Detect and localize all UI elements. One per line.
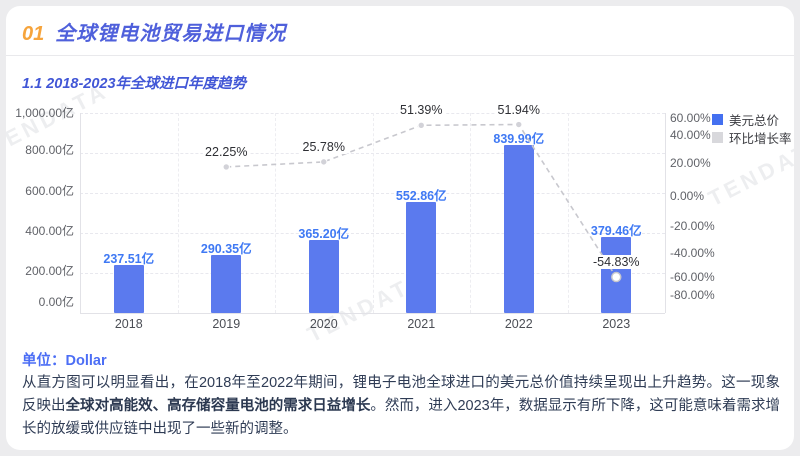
gridline bbox=[177, 113, 179, 313]
x-axis-label: 2019 bbox=[212, 317, 241, 331]
bar-2019[interactable] bbox=[211, 254, 242, 313]
legend-item-usd-total[interactable]: 美元总价 bbox=[712, 110, 792, 128]
section-title: 全球锂电池贸易进口情况 bbox=[55, 23, 287, 45]
left-axis-tick: 200.00亿 bbox=[25, 264, 74, 278]
header-divider bbox=[6, 55, 794, 56]
left-axis-tick: 400.00亿 bbox=[25, 224, 74, 238]
section-header: 01 全球锂电池贸易进口情况 bbox=[22, 17, 286, 46]
left-axis-tick: 600.00亿 bbox=[25, 184, 74, 198]
bar-2021[interactable] bbox=[406, 202, 437, 313]
right-axis-tick: 0.00% bbox=[670, 189, 705, 203]
left-axis-line bbox=[80, 113, 81, 313]
bar-value-label: 552.86亿 bbox=[395, 189, 447, 204]
right-axis-tick: -40.00% bbox=[670, 246, 715, 260]
right-axis-tick: -20.00% bbox=[670, 219, 715, 233]
growth-rate-label: 51.94% bbox=[495, 102, 542, 117]
x-axis-label: 2018 bbox=[114, 317, 143, 331]
growth-rate-swatch-icon bbox=[712, 131, 723, 143]
gridline bbox=[567, 113, 569, 313]
bar-value-label: 839.99亿 bbox=[493, 132, 545, 146]
growth-rate-line bbox=[222, 120, 622, 283]
growth-rate-label: -54.83% bbox=[590, 255, 642, 270]
analysis-part1: 从直方图可以明显看出，在2018年至2022年期间，锂电子电池全球进口的美元总价… bbox=[22, 375, 780, 414]
usd-total-swatch-icon bbox=[712, 113, 723, 125]
growth-rate-point bbox=[222, 163, 230, 171]
right-axis-tick: 20.00% bbox=[670, 156, 711, 170]
gridline bbox=[275, 113, 276, 313]
analysis-part2: 。然而，进入2023年，数据显示有所下降，这可能意味着需求增长的放缓或供应链中出… bbox=[22, 398, 780, 437]
chart-legend: 美元总价 环比增长率 bbox=[712, 110, 792, 146]
growth-rate-label: 22.25% bbox=[203, 144, 250, 159]
legend-label: 美元总价 bbox=[729, 113, 780, 128]
gridline bbox=[470, 113, 471, 313]
left-axis-tick: 800.00亿 bbox=[25, 143, 74, 157]
bar-value-label: 237.51亿 bbox=[103, 252, 155, 267]
section-number: 01 bbox=[22, 23, 45, 45]
legend-label: 环比增长率 bbox=[729, 131, 792, 146]
analysis-bold: 全球对高能效、高存储容量电池的需求日益增长 bbox=[65, 398, 371, 414]
bar-2020[interactable] bbox=[308, 239, 339, 313]
gridline bbox=[372, 113, 374, 313]
left-axis-tick: 1,000.00亿 bbox=[15, 106, 74, 120]
chart-subtitle: 1.1 2018-2023年全球进口年度趋势 bbox=[22, 76, 247, 92]
x-axis-line bbox=[80, 313, 665, 314]
right-axis-tick: 60.00% bbox=[670, 111, 711, 125]
growth-rate-point bbox=[515, 120, 523, 129]
unit-label: 单位：Dollar bbox=[22, 353, 107, 369]
left-axis-tick: 0.00亿 bbox=[38, 295, 74, 309]
analysis-text: 从直方图可以明显看出，在2018年至2022年期间，锂电子电池全球进口的美元总价… bbox=[22, 372, 780, 441]
right-axis-tick: 40.00% bbox=[670, 128, 711, 142]
right-axis-tick: -80.00% bbox=[670, 288, 715, 302]
growth-rate-label: 25.78% bbox=[300, 139, 347, 154]
growth-rate-point bbox=[611, 271, 622, 283]
x-axis-label: 2022 bbox=[504, 317, 533, 331]
bar-2018[interactable] bbox=[113, 265, 144, 313]
x-axis-label: 2023 bbox=[602, 317, 631, 331]
right-axis-line bbox=[665, 113, 666, 313]
x-axis-label: 2020 bbox=[309, 317, 338, 331]
x-axis-label: 2021 bbox=[407, 317, 436, 331]
growth-rate-point bbox=[417, 121, 425, 130]
report-card: TENDATA TENDATA TENDATA 01 全球锂电池贸易进口情况 1.… bbox=[6, 6, 794, 450]
growth-rate-point bbox=[320, 158, 328, 166]
bar-2022[interactable] bbox=[503, 145, 534, 313]
growth-rate-label: 51.39% bbox=[398, 103, 445, 118]
bar-value-label: 365.20亿 bbox=[298, 226, 350, 241]
bar-value-label: 290.35亿 bbox=[200, 241, 252, 256]
bar-value-label: 379.46亿 bbox=[590, 224, 642, 239]
right-axis-tick: -60.00% bbox=[670, 270, 715, 284]
legend-item-growth-rate[interactable]: 环比增长率 bbox=[712, 128, 792, 146]
